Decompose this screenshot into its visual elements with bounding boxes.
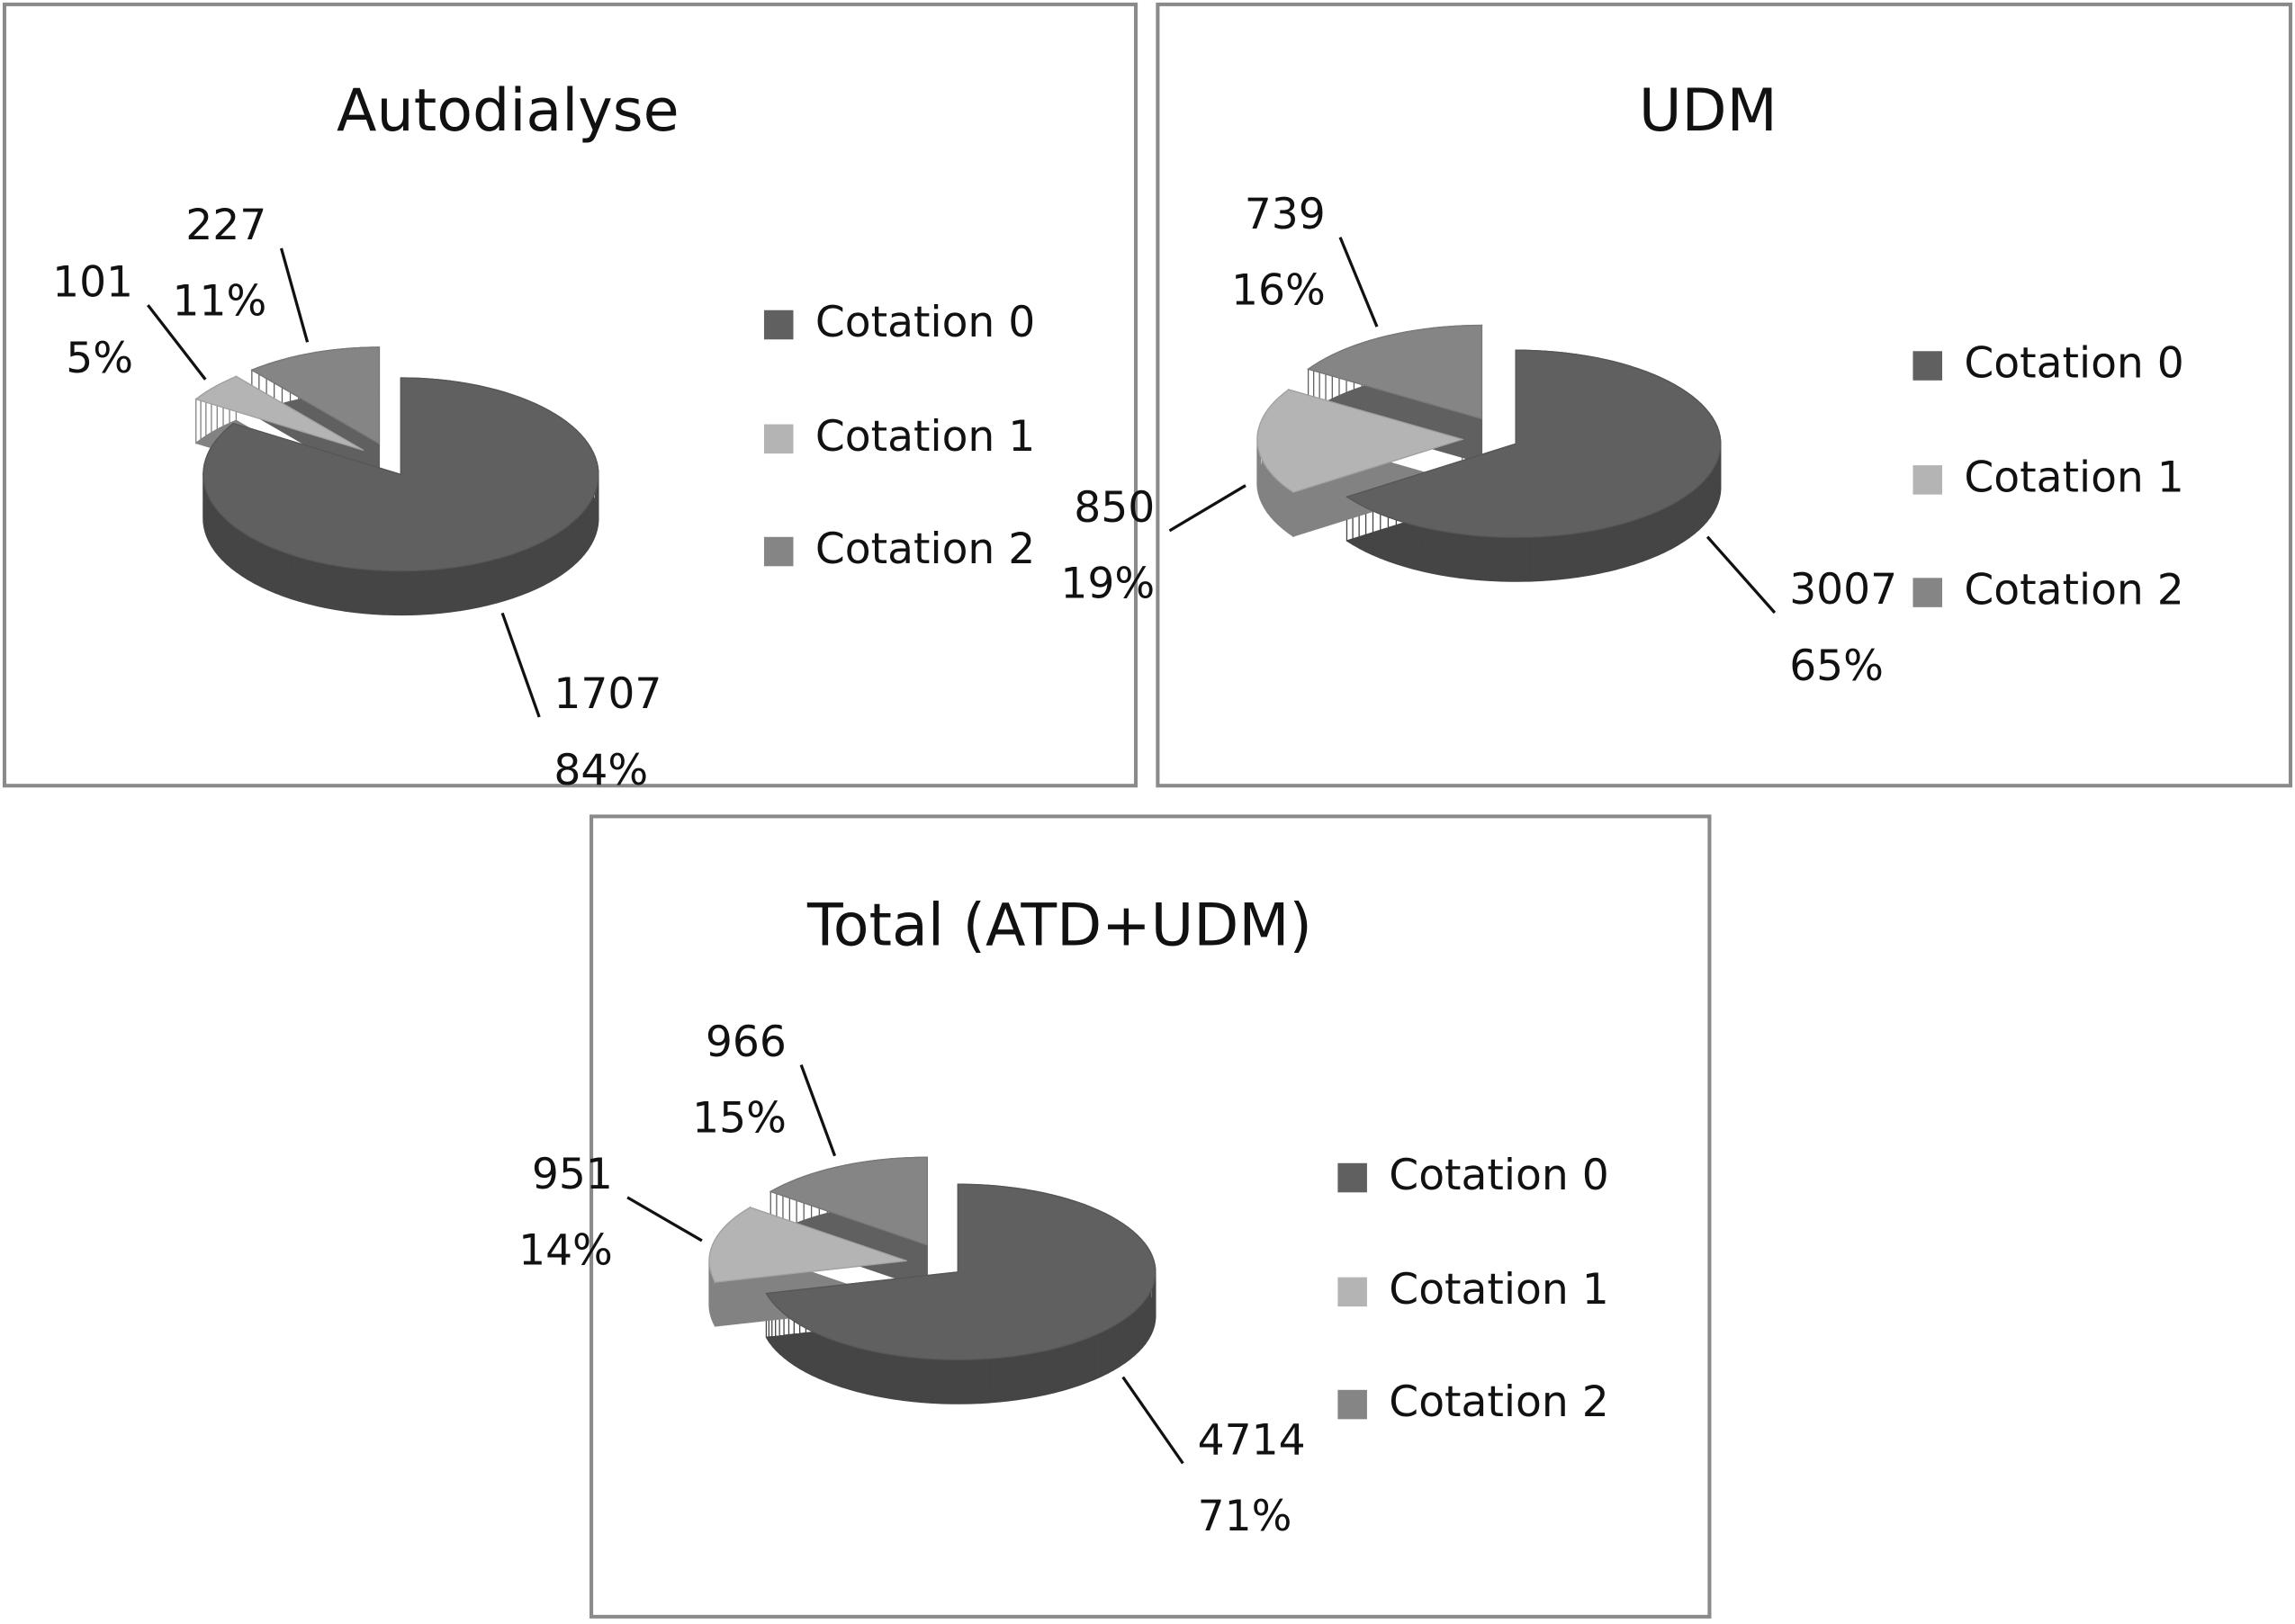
legend-label: Cotation 1	[1389, 1265, 1608, 1314]
chart-title: UDM	[1639, 77, 1778, 145]
leader-line	[799, 1063, 837, 1157]
percent-label: 5%	[66, 334, 133, 383]
leader-line	[626, 1196, 703, 1243]
chart-panel	[2, 2, 1138, 788]
legend-swatch	[763, 310, 794, 340]
leader-line	[1706, 535, 1777, 615]
percent-label: 15%	[692, 1093, 787, 1143]
legend-label: Cotation 0	[1964, 339, 2183, 389]
legend-swatch	[1912, 578, 1942, 607]
percent-label: 84%	[554, 746, 648, 795]
data-label: 1707	[554, 669, 662, 719]
data-label: 3007	[1789, 565, 1897, 615]
data-label: 966	[706, 1018, 787, 1067]
leader-line	[279, 247, 310, 343]
percent-label: 11%	[173, 277, 267, 327]
data-label: 850	[1074, 483, 1155, 533]
legend-label: Cotation 0	[815, 298, 1035, 347]
chart-title: Total (ATD+UDM)	[806, 893, 1312, 960]
slice	[194, 375, 364, 452]
legend-label: Cotation 2	[815, 525, 1035, 574]
slice	[202, 377, 599, 572]
slice	[1307, 324, 1483, 420]
percent-label: 14%	[518, 1226, 613, 1276]
slice	[708, 1207, 907, 1283]
slice	[1256, 389, 1464, 493]
leader-line	[1338, 237, 1379, 327]
legend-swatch	[1337, 1277, 1367, 1307]
legend-swatch	[1337, 1162, 1367, 1193]
legend-swatch	[1337, 1389, 1367, 1420]
legend-swatch	[1912, 465, 1942, 495]
percent-label: 71%	[1198, 1492, 1292, 1541]
leader-line	[147, 304, 207, 381]
data-label: 4714	[1198, 1416, 1306, 1466]
leader-line	[1168, 484, 1246, 533]
slice	[1345, 349, 1722, 538]
chart-title: Autodialyse	[337, 77, 680, 145]
slice	[769, 1156, 928, 1246]
slice	[250, 346, 381, 445]
legend-label: Cotation 1	[815, 412, 1035, 462]
legend-label: Cotation 1	[1964, 453, 2183, 502]
data-label: 951	[532, 1150, 613, 1199]
legend-swatch	[1912, 351, 1942, 381]
leader-line	[1121, 1376, 1184, 1465]
percent-label: 16%	[1231, 266, 1326, 316]
data-label: 739	[1245, 190, 1326, 239]
leader-line	[500, 612, 541, 718]
data-label: 101	[52, 257, 133, 307]
legend-swatch	[763, 536, 794, 567]
percent-label: 19%	[1060, 560, 1155, 609]
legend-label: Cotation 2	[1389, 1377, 1608, 1427]
percent-label: 65%	[1789, 642, 1884, 691]
legend-label: Cotation 0	[1389, 1151, 1608, 1200]
legend-label: Cotation 2	[1964, 566, 2183, 615]
slice	[765, 1183, 1156, 1360]
data-label: 227	[185, 201, 266, 250]
legend-swatch	[763, 424, 794, 454]
